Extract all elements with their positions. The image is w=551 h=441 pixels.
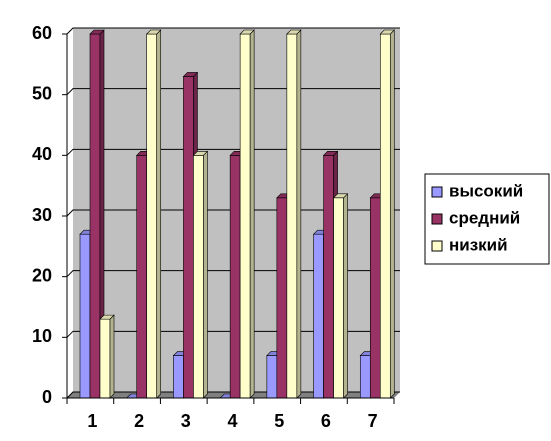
legend-swatch bbox=[431, 213, 443, 225]
bar-top bbox=[89, 29, 105, 35]
bar bbox=[239, 29, 255, 399]
bar-side bbox=[296, 29, 302, 399]
y-tick-label: 40 bbox=[32, 144, 52, 164]
legend-swatch bbox=[431, 186, 443, 198]
bar-front bbox=[323, 155, 334, 399]
bar-front bbox=[333, 197, 344, 399]
bar-top bbox=[99, 314, 115, 320]
bar-front bbox=[379, 33, 391, 399]
bar-front bbox=[229, 155, 241, 399]
y-tick-label: 10 bbox=[32, 326, 52, 346]
x-tick-label: 1 bbox=[87, 411, 97, 431]
bar-front bbox=[183, 76, 194, 399]
bar-front bbox=[266, 355, 278, 399]
x-tick-label: 7 bbox=[368, 411, 378, 431]
bar-top bbox=[239, 29, 255, 35]
bar-top bbox=[332, 193, 349, 199]
bar-front bbox=[313, 233, 324, 399]
bar-front bbox=[369, 197, 381, 399]
bar-front bbox=[276, 197, 288, 399]
x-tick-label: 2 bbox=[134, 411, 144, 431]
legend-label: средний bbox=[449, 208, 520, 227]
bar-side bbox=[203, 150, 208, 399]
bar-side bbox=[389, 29, 395, 399]
bar-top bbox=[322, 151, 339, 156]
x-tick-label: 4 bbox=[227, 411, 237, 431]
bar-front bbox=[99, 318, 111, 399]
y-tick-label: 30 bbox=[32, 205, 52, 225]
legend-label: высокий bbox=[449, 181, 523, 200]
bar-front bbox=[173, 355, 184, 399]
bar bbox=[332, 193, 349, 399]
bar-top bbox=[379, 29, 396, 35]
grid-line bbox=[66, 27, 400, 35]
y-tick-label: 20 bbox=[32, 265, 52, 285]
bar-side bbox=[156, 29, 162, 399]
legend-label: низкий bbox=[449, 235, 508, 254]
bar-front bbox=[89, 33, 101, 399]
bar bbox=[286, 29, 302, 399]
bar-front bbox=[193, 155, 204, 399]
bar-side bbox=[249, 29, 255, 399]
x-tick-label: 6 bbox=[321, 411, 331, 431]
bar bbox=[145, 29, 162, 399]
y-tick-label: 50 bbox=[32, 83, 52, 103]
legend bbox=[424, 173, 550, 265]
bar-front bbox=[79, 233, 91, 399]
x-tick-label: 3 bbox=[181, 411, 191, 431]
bar-side bbox=[109, 314, 115, 399]
bar-front bbox=[286, 33, 298, 399]
bar-top bbox=[192, 151, 209, 156]
plot-area bbox=[66, 27, 400, 399]
bar bbox=[99, 314, 115, 399]
bar bbox=[192, 150, 209, 399]
bar-front bbox=[146, 33, 158, 399]
bar-top bbox=[145, 29, 162, 35]
bar-top bbox=[182, 72, 199, 77]
bar-front bbox=[359, 355, 371, 399]
bar-top bbox=[286, 29, 302, 35]
bar-side bbox=[343, 193, 348, 399]
bar bbox=[379, 29, 396, 399]
x-tick-label: 5 bbox=[274, 411, 284, 431]
legend-swatch bbox=[431, 240, 443, 252]
bar-front bbox=[136, 155, 148, 399]
y-tick-label: 0 bbox=[42, 387, 52, 407]
bar-front bbox=[239, 33, 251, 399]
y-tick-label: 60 bbox=[32, 23, 52, 43]
